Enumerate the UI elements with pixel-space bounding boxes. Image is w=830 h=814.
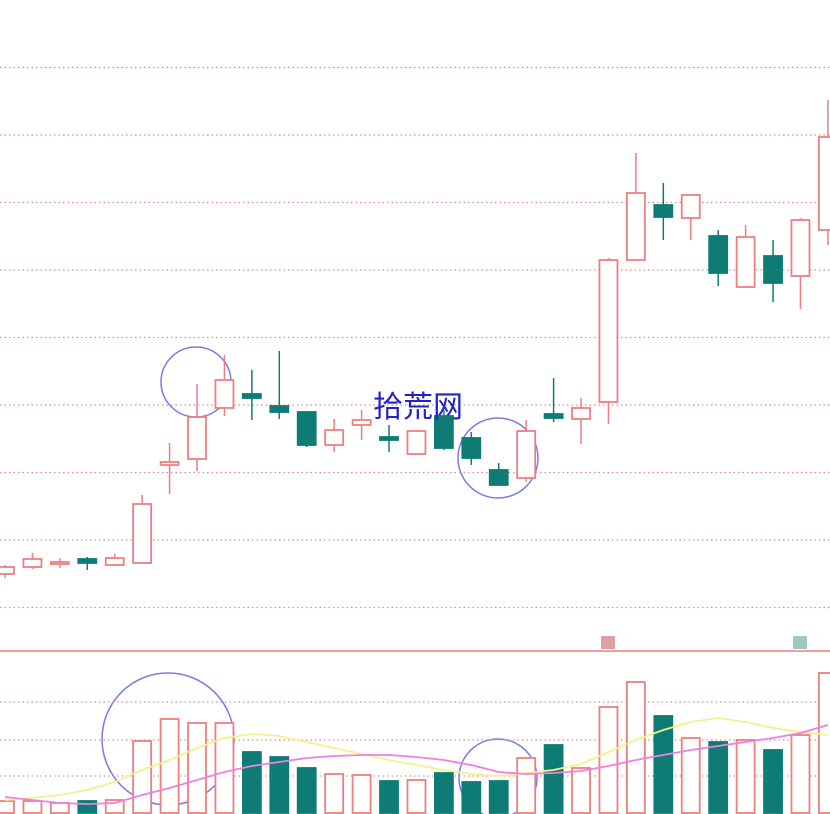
volume-bar	[351, 774, 372, 814]
candle-body	[763, 255, 783, 284]
volume-bar	[22, 800, 43, 814]
candle-body	[379, 436, 399, 441]
volume-bar	[488, 780, 509, 814]
volume-bar	[159, 718, 180, 814]
candle-body	[214, 379, 235, 409]
volume-bar	[763, 749, 783, 814]
candle-body	[653, 204, 674, 218]
candle-body	[818, 136, 830, 231]
candle-body	[433, 415, 454, 449]
marker	[601, 636, 615, 649]
candle-body	[77, 558, 98, 564]
marker	[793, 636, 807, 649]
candle-body	[625, 192, 646, 261]
candle-body	[324, 429, 345, 446]
volume-bar	[516, 757, 537, 814]
volume-bar	[187, 722, 207, 814]
candle-body	[351, 419, 372, 426]
candle-body	[132, 503, 153, 564]
volume-bar	[598, 706, 619, 814]
volume-bar	[680, 737, 701, 814]
candle-body	[269, 405, 290, 413]
volume-bar	[77, 800, 98, 814]
candle-body	[461, 437, 482, 459]
candle-body	[0, 566, 15, 575]
candle-body	[543, 413, 564, 419]
candle-body	[598, 259, 619, 403]
candle-body	[516, 430, 537, 479]
candle-body	[296, 411, 317, 446]
volume-bar	[0, 800, 15, 814]
candle-body	[790, 219, 811, 277]
volume-bar	[433, 772, 454, 814]
volume-bar	[818, 672, 830, 814]
volume-bar	[241, 751, 262, 814]
ma-line	[4, 717, 828, 801]
volume-bar	[461, 781, 482, 814]
candle-body	[735, 236, 756, 288]
highlight-circle	[458, 738, 538, 814]
volume-bar	[625, 681, 646, 814]
candle-body	[49, 561, 70, 565]
ma-line	[4, 724, 829, 805]
candle-body	[406, 430, 427, 455]
volume-bar	[132, 740, 153, 814]
candle-body	[680, 194, 701, 219]
candle-body	[708, 235, 729, 274]
watermark: 拾荒网	[373, 390, 463, 425]
volume-bar	[214, 722, 235, 814]
volume-bar	[543, 744, 564, 814]
candle-body	[22, 558, 43, 568]
candle-body	[159, 461, 180, 466]
volume-bar	[296, 767, 317, 814]
volume-bar	[790, 734, 811, 814]
candle-body	[241, 393, 262, 399]
highlight-circle	[457, 417, 539, 499]
candle-body	[104, 557, 125, 566]
volume-bar	[324, 773, 345, 814]
volume-bar	[708, 741, 729, 814]
volume-bar	[735, 739, 756, 814]
volume-bar	[571, 767, 591, 814]
candle-body	[571, 407, 591, 420]
volume-bar	[49, 802, 70, 814]
candle-body	[187, 416, 207, 460]
candle-body	[488, 469, 509, 486]
volume-bar	[406, 779, 427, 814]
volume-bar	[379, 780, 399, 814]
volume-bar	[269, 756, 290, 814]
volume-bar	[653, 715, 674, 814]
